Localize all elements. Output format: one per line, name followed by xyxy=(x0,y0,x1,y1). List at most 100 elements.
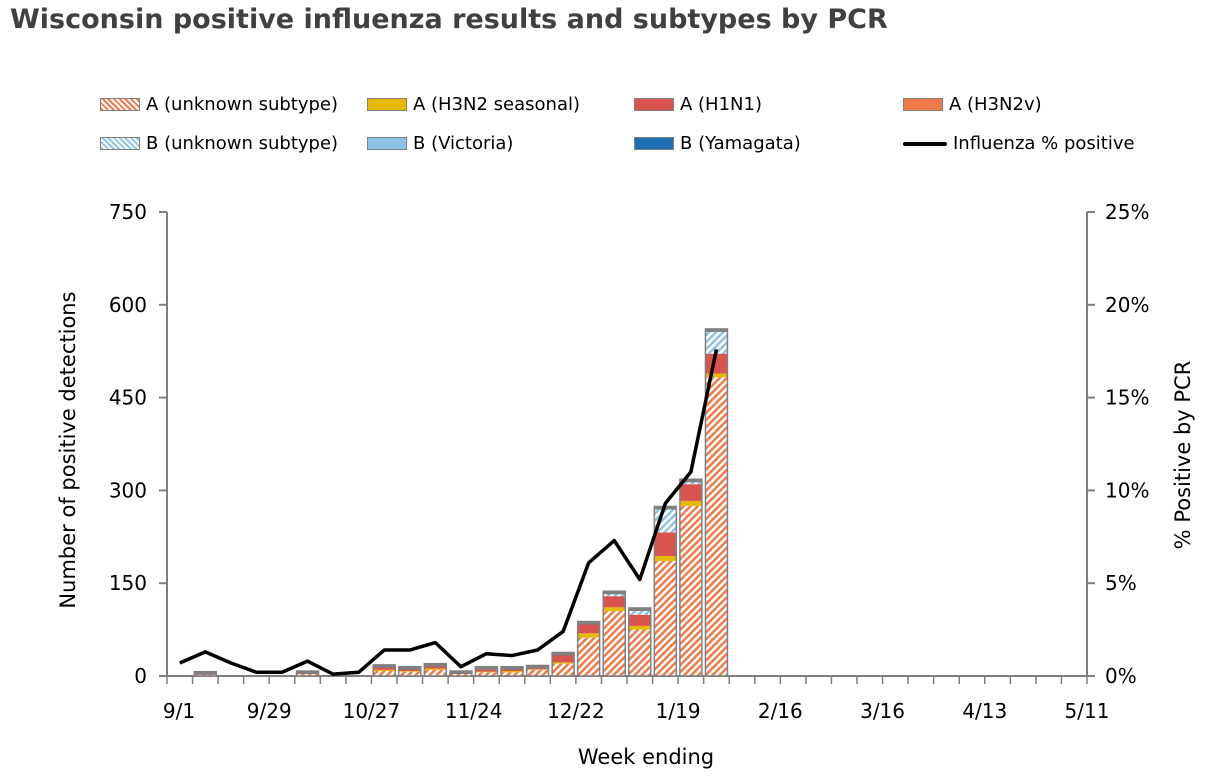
bar-cap xyxy=(526,665,549,669)
bar-segment xyxy=(424,668,447,670)
bar-segment xyxy=(654,560,677,676)
legend-label: A (H3N2v) xyxy=(949,94,1042,115)
bar-segment xyxy=(526,669,549,670)
bar-segment xyxy=(679,500,702,506)
bar-segment xyxy=(577,637,600,676)
bar-segment xyxy=(552,654,575,663)
bar-cap xyxy=(705,328,728,332)
bar-segment xyxy=(603,611,626,676)
legend-label: Influenza % positive xyxy=(953,133,1135,154)
bar-segment xyxy=(373,666,396,670)
y2-tick-label: 0% xyxy=(1105,664,1137,688)
x-tick-label: 2/16 xyxy=(758,699,803,723)
bar-segment xyxy=(654,555,677,561)
legend-label: A (H3N2 seasonal) xyxy=(413,94,581,115)
legend-swatch xyxy=(903,98,943,111)
y-tick-label: 600 xyxy=(109,293,147,317)
bar-segment xyxy=(296,674,319,676)
x-tick-label: 9/1 xyxy=(163,699,195,723)
bar-segment xyxy=(373,669,396,672)
x-tick-label: 1/19 xyxy=(656,699,701,723)
y-axis-label: Number of positive detections xyxy=(56,291,80,608)
legend-swatch xyxy=(634,137,674,150)
x-axis-label: Week ending xyxy=(578,745,714,769)
bar-cap xyxy=(424,663,447,667)
bar-segment xyxy=(373,671,396,676)
legend-label: B (Yamagata) xyxy=(680,133,801,154)
chart-title: Wisconsin positive influenza results and… xyxy=(10,4,888,35)
bar-segment xyxy=(679,484,702,501)
bar-segment xyxy=(654,506,677,533)
bar-segment xyxy=(679,505,702,676)
bar-cap xyxy=(194,671,217,675)
bar-segment xyxy=(526,669,549,676)
pct-positive-line xyxy=(179,348,719,676)
bar-segment xyxy=(501,671,523,673)
bar-segment xyxy=(603,596,626,608)
bar-segment xyxy=(654,532,677,556)
y2-axis-label: % Positive by PCR xyxy=(1171,361,1195,550)
bar-segment xyxy=(628,610,651,615)
bar-cap xyxy=(501,666,523,670)
legend-item: Influenza % positive xyxy=(903,133,1135,154)
legend-label: B (Victoria) xyxy=(413,133,514,154)
legend-item: A (H3N2v) xyxy=(903,94,1042,115)
legend-item: A (H1N1) xyxy=(634,94,762,115)
legend-label: A (unknown subtype) xyxy=(146,94,339,115)
x-tick-label: 3/16 xyxy=(860,699,905,723)
x-tick-label: 10/27 xyxy=(343,699,401,723)
bar-cap xyxy=(398,666,421,670)
legend-swatch xyxy=(100,98,140,111)
bar-segment xyxy=(475,671,498,673)
bar-segment xyxy=(705,373,728,378)
y-tick-label: 300 xyxy=(109,478,147,502)
legend-item: B (Victoria) xyxy=(367,133,513,154)
legend-swatch xyxy=(634,98,674,111)
bar-cap xyxy=(603,591,626,595)
bar-segment xyxy=(552,662,575,664)
bar-segment xyxy=(628,625,651,630)
legend-swatch xyxy=(903,141,947,146)
bar-cap xyxy=(449,671,472,675)
x-tick-label: 5/11 xyxy=(1065,699,1110,723)
bar-segment xyxy=(424,669,447,676)
bar-segment xyxy=(628,614,651,626)
y2-tick-label: 25% xyxy=(1105,200,1149,224)
bar-segment xyxy=(398,671,421,672)
legend-item: A (H3N2 seasonal) xyxy=(367,94,580,115)
legend-swatch xyxy=(367,137,407,150)
bar-segment xyxy=(475,672,498,676)
bar-cap xyxy=(475,666,498,670)
bar-segment xyxy=(603,607,626,612)
bar-segment xyxy=(552,663,575,676)
bar-segment xyxy=(705,328,728,354)
x-tick-label: 11/24 xyxy=(445,699,503,723)
bar-segment xyxy=(449,673,472,676)
bar-segment xyxy=(705,377,728,676)
bar-segment xyxy=(398,671,421,676)
bar-segment xyxy=(628,629,651,676)
y2-tick-label: 20% xyxy=(1105,293,1149,317)
y-tick-label: 450 xyxy=(109,386,147,410)
legend-swatch xyxy=(100,137,140,150)
legend-item: B (Yamagata) xyxy=(634,133,801,154)
legend-item: B (unknown subtype) xyxy=(100,133,338,154)
bar-segment xyxy=(577,624,600,634)
y2-tick-label: 10% xyxy=(1105,478,1149,502)
legend-label: A (H1N1) xyxy=(680,94,762,115)
bar-cap xyxy=(296,671,319,675)
bar-segment xyxy=(501,672,523,676)
x-tick-label: 4/13 xyxy=(962,699,1007,723)
bar-segment xyxy=(577,633,600,638)
y2-tick-label: 15% xyxy=(1105,386,1149,410)
legend-label: B (unknown subtype) xyxy=(146,133,339,154)
x-tick-label: 9/29 xyxy=(247,699,292,723)
y-tick-label: 0 xyxy=(134,664,147,688)
bar-cap xyxy=(679,479,702,483)
legend-swatch xyxy=(367,98,407,111)
bar-cap xyxy=(628,607,651,611)
bar-cap xyxy=(373,664,396,668)
bar-cap xyxy=(577,621,600,625)
y2-tick-label: 5% xyxy=(1105,571,1137,595)
